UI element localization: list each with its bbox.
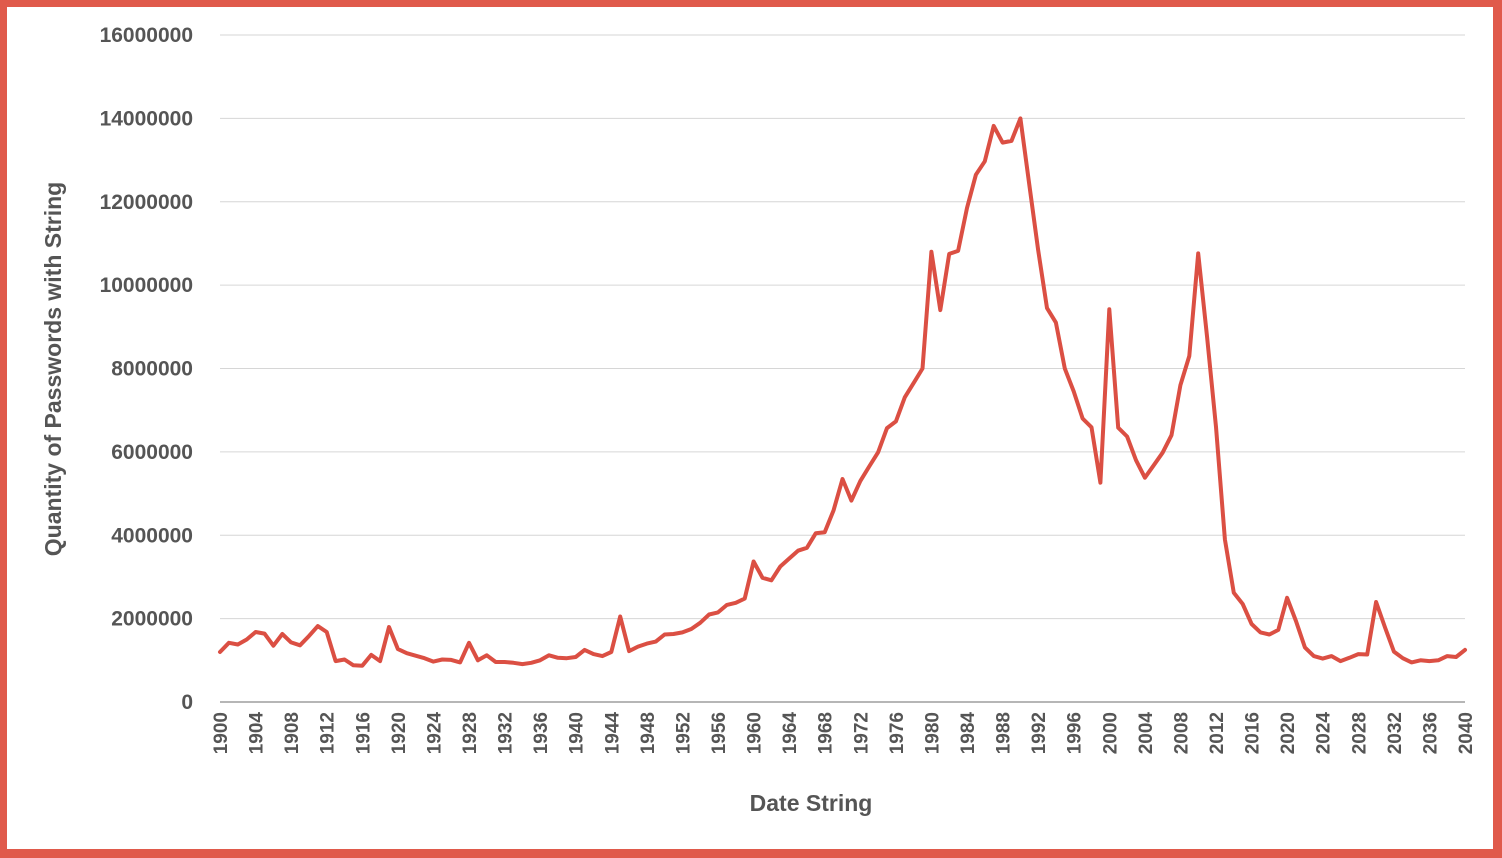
x-tick-label: 1928 xyxy=(460,712,481,754)
x-tick-label: 1992 xyxy=(1029,712,1050,754)
y-tick-label: 12000000 xyxy=(100,191,193,214)
y-tick-label: 10000000 xyxy=(100,274,193,297)
x-tick-label: 1984 xyxy=(958,712,979,755)
x-tick-label: 1956 xyxy=(709,712,730,754)
x-axis-title: Date String xyxy=(750,790,873,816)
x-tick-label: 1920 xyxy=(389,712,410,754)
y-axis-title: Quantity of Passwords with String xyxy=(40,182,66,556)
x-tick-label: 1944 xyxy=(602,712,623,755)
x-tick-label: 1912 xyxy=(318,712,339,754)
x-tick-label: 2032 xyxy=(1385,712,1406,754)
x-tick-label: 2028 xyxy=(1349,712,1370,754)
gridlines xyxy=(220,34,1465,703)
y-tick-label: 16000000 xyxy=(100,24,193,47)
x-tick-label: 1904 xyxy=(247,712,268,755)
x-tick-label: 1996 xyxy=(1065,712,1086,754)
x-tick-label: 1940 xyxy=(567,712,588,754)
x-tick-label: 1968 xyxy=(816,712,837,754)
series-line xyxy=(218,116,1467,668)
x-tick-label: 1948 xyxy=(638,712,659,754)
y-axis-ticks: 0 2000000 4000000 6000000 8000000 10000000 120… xyxy=(100,24,193,714)
y-tick-label: 8000000 xyxy=(111,358,193,381)
x-tick-label: 1908 xyxy=(282,712,303,754)
x-tick-label: 2008 xyxy=(1171,712,1192,754)
y-tick-label: 2000000 xyxy=(111,608,193,631)
x-tick-label: 1900 xyxy=(211,712,232,754)
line-chart: 0 2000000 4000000 6000000 8000000 10000000 120… xyxy=(40,24,1477,816)
x-tick-label: 2016 xyxy=(1243,712,1264,754)
x-tick-label: 1932 xyxy=(496,712,517,754)
x-tick-label: 1972 xyxy=(851,712,872,754)
x-tick-label: 1960 xyxy=(745,712,766,754)
y-tick-label: 14000000 xyxy=(100,107,193,130)
x-tick-label: 1964 xyxy=(780,712,801,755)
series-layer xyxy=(218,116,1467,668)
y-tick-label: 6000000 xyxy=(111,441,193,464)
x-tick-label: 2004 xyxy=(1136,712,1157,755)
chart-frame: 0 2000000 4000000 6000000 8000000 10000000 120… xyxy=(7,7,1493,849)
x-tick-label: 2000 xyxy=(1100,712,1121,754)
y-tick-label: 0 xyxy=(181,691,193,714)
x-axis-ticks: 1900 1904 1908 1912 1916 1920 1924 1928 1932 1936… xyxy=(211,712,1477,755)
x-tick-label: 2040 xyxy=(1456,712,1477,754)
x-tick-label: 2012 xyxy=(1207,712,1228,754)
x-tick-label: 1976 xyxy=(887,712,908,754)
y-tick-label: 4000000 xyxy=(111,524,193,547)
x-tick-label: 1924 xyxy=(424,712,445,755)
x-tick-label: 1980 xyxy=(922,712,943,754)
x-tick-label: 2020 xyxy=(1278,712,1299,754)
x-tick-label: 1952 xyxy=(673,712,694,754)
x-tick-label: 1916 xyxy=(353,712,374,754)
x-tick-label: 1988 xyxy=(994,712,1015,754)
x-tick-label: 2024 xyxy=(1314,712,1335,755)
x-tick-label: 1936 xyxy=(531,712,552,754)
x-tick-label: 2036 xyxy=(1420,712,1441,754)
